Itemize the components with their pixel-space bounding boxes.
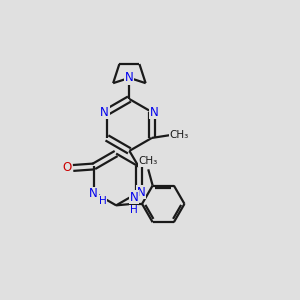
Text: N: N bbox=[150, 106, 159, 118]
Text: H: H bbox=[99, 196, 106, 206]
Text: N: N bbox=[125, 71, 134, 84]
Text: N: N bbox=[89, 188, 98, 200]
Text: N: N bbox=[136, 186, 145, 199]
Text: H: H bbox=[130, 206, 138, 215]
Text: N: N bbox=[129, 191, 138, 204]
Text: O: O bbox=[62, 161, 71, 175]
Text: N: N bbox=[100, 106, 109, 118]
Text: CH₃: CH₃ bbox=[139, 156, 158, 166]
Text: CH₃: CH₃ bbox=[169, 130, 189, 140]
